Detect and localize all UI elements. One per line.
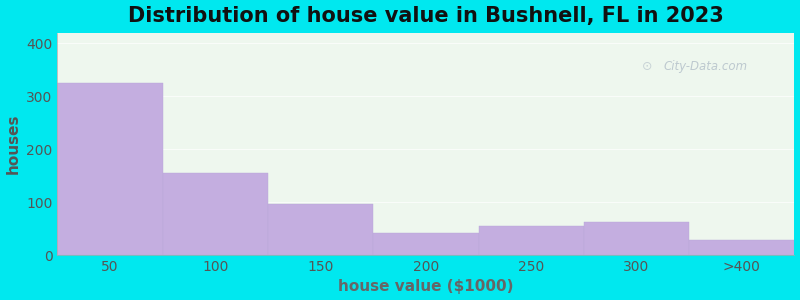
Title: Distribution of house value in Bushnell, FL in 2023: Distribution of house value in Bushnell,… [128, 6, 724, 26]
Bar [162, 173, 268, 255]
Text: City-Data.com: City-Data.com [664, 59, 748, 73]
Bar [58, 83, 162, 255]
Y-axis label: houses: houses [6, 114, 21, 174]
Bar [584, 222, 689, 255]
Bar [374, 233, 478, 255]
Bar [268, 204, 374, 255]
Text: ⊙: ⊙ [642, 59, 652, 73]
Bar [478, 226, 584, 255]
Bar [689, 240, 794, 255]
X-axis label: house value ($1000): house value ($1000) [338, 279, 514, 294]
